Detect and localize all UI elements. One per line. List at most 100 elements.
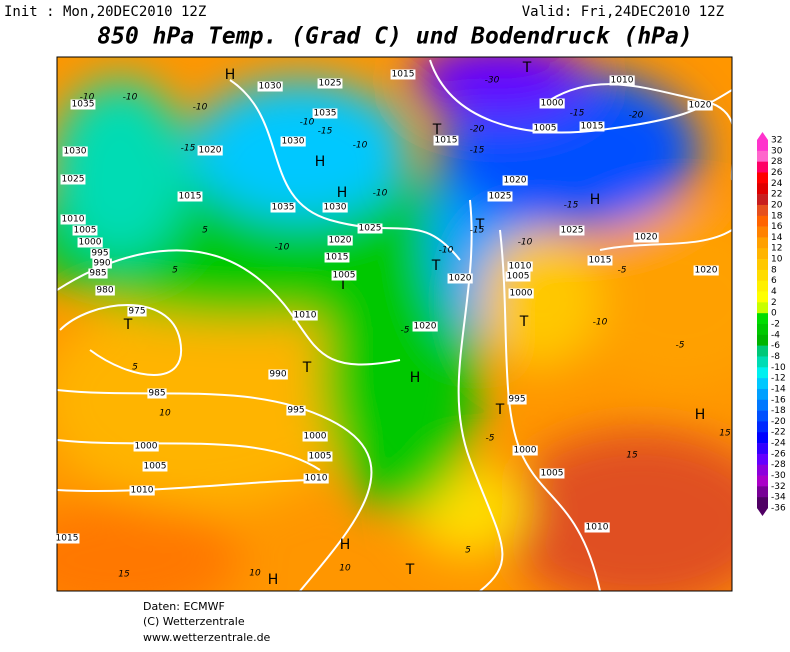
isobar-label: 980 bbox=[96, 286, 113, 296]
isobar-label: 995 bbox=[508, 395, 525, 405]
pressure-center: T bbox=[338, 277, 348, 293]
isobar-label: 1025 bbox=[359, 224, 382, 234]
temperature-label: -15 bbox=[470, 226, 485, 236]
colorbar-label: -10 bbox=[771, 363, 786, 373]
colorbar-label: -28 bbox=[771, 460, 786, 470]
colorbar-label: -18 bbox=[771, 406, 786, 416]
isobar-label: 990 bbox=[269, 370, 286, 380]
temperature-label: -5 bbox=[676, 341, 685, 351]
colorbar-label: -32 bbox=[771, 482, 786, 492]
colorbar-label: -20 bbox=[771, 417, 786, 427]
temperature-label: 10 bbox=[249, 569, 261, 579]
isobar-label: 1010 bbox=[131, 486, 154, 496]
isobar-label-box bbox=[312, 108, 338, 119]
colorbar: 32302826242220181614121086420-2-4-6-8-10… bbox=[757, 132, 786, 516]
colorbar-band bbox=[757, 269, 768, 282]
colorbar-band bbox=[757, 378, 768, 390]
isobar-label-box bbox=[90, 248, 110, 259]
pressure-center: H bbox=[695, 407, 706, 423]
isobar-label: 1020 bbox=[689, 101, 712, 111]
colorbar-band bbox=[757, 453, 768, 466]
map-labels: HHHHHHHHTTTTTTTTTT1035103010251020101510… bbox=[54, 60, 731, 588]
temperature-label: -10 bbox=[275, 243, 290, 253]
colorbar-band bbox=[757, 324, 768, 336]
isobar-label-box bbox=[502, 175, 528, 186]
colorbar-band bbox=[757, 497, 768, 509]
pressure-center: H bbox=[337, 185, 348, 201]
colorbar-band bbox=[757, 302, 768, 314]
temperature-label: 5 bbox=[132, 363, 138, 373]
isobar-label-box bbox=[579, 121, 605, 132]
colorbar-band bbox=[757, 248, 768, 260]
isobar-label: 995 bbox=[91, 249, 108, 259]
isobar-label-box bbox=[127, 306, 147, 317]
isobar-label-box bbox=[508, 288, 534, 299]
colorbar-band bbox=[757, 150, 768, 162]
isobar-label: 995 bbox=[287, 406, 304, 416]
colorbar-band bbox=[757, 259, 768, 271]
colorbar-band bbox=[757, 443, 768, 455]
temperature-label: -10 bbox=[353, 141, 368, 151]
isobar-label: 1030 bbox=[64, 147, 87, 157]
colorbar-label: 22 bbox=[771, 190, 782, 200]
isobar-label: 1035 bbox=[272, 203, 295, 213]
isobar-label-box bbox=[433, 135, 459, 146]
colorbar-label: 30 bbox=[771, 146, 783, 156]
isobar-label: 1000 bbox=[304, 432, 327, 442]
init-time: Init : Mon,20DEC2010 12Z bbox=[4, 4, 206, 20]
colorbar-label: 32 bbox=[771, 136, 782, 146]
colorbar-label: 24 bbox=[771, 179, 783, 189]
colorbar-tip bbox=[757, 132, 768, 140]
isobar-label: 1005 bbox=[74, 226, 97, 236]
isobar-label-box bbox=[72, 225, 98, 236]
isobar-label: 1025 bbox=[62, 175, 85, 185]
colorbar-band bbox=[757, 172, 768, 184]
temperature-label: -20 bbox=[470, 125, 485, 135]
isobar-label: 1000 bbox=[79, 238, 102, 248]
isobar-label: 990 bbox=[93, 259, 110, 269]
isobar-label: 1005 bbox=[541, 469, 564, 479]
isobar-label: 1000 bbox=[514, 446, 537, 456]
isobar-label: 1005 bbox=[144, 462, 167, 472]
isobar-label: 1020 bbox=[414, 322, 437, 332]
colorbar-label: 12 bbox=[771, 244, 782, 254]
isobar-label-box bbox=[197, 145, 223, 156]
footer-line: Daten: ECMWF bbox=[143, 600, 225, 613]
isobar-label-box bbox=[147, 388, 167, 399]
isobar-label-box bbox=[302, 431, 328, 442]
temperature-label: -15 bbox=[470, 146, 485, 156]
pressure-center: T bbox=[475, 217, 485, 233]
colorbar-label: -6 bbox=[771, 341, 780, 351]
temperature-label: -5 bbox=[618, 266, 627, 276]
isobar-label: 1010 bbox=[611, 76, 634, 86]
isobar-label: 1030 bbox=[282, 137, 305, 147]
isobar-label: 1030 bbox=[324, 203, 347, 213]
colorbar-band bbox=[757, 161, 768, 173]
temperature-label: 5 bbox=[465, 546, 471, 556]
pressure-center: T bbox=[123, 317, 133, 333]
isobar-label: 1035 bbox=[314, 109, 337, 119]
colorbar-label: 26 bbox=[771, 168, 783, 178]
colorbar-band bbox=[757, 432, 768, 444]
isobar-label: 1010 bbox=[62, 215, 85, 225]
temperature-label: -10 bbox=[123, 93, 138, 103]
colorbar-band bbox=[757, 204, 768, 217]
pressure-center: H bbox=[225, 67, 236, 83]
isobar-label-box bbox=[54, 533, 80, 544]
colorbar-label: 8 bbox=[771, 265, 777, 275]
colorbar-label: -16 bbox=[771, 395, 786, 405]
colorbar-label: 28 bbox=[771, 157, 783, 167]
isobar-label-box bbox=[177, 191, 203, 202]
isobar-label-box bbox=[532, 123, 558, 134]
isobar-label-box bbox=[357, 223, 383, 234]
colorbar-label: -4 bbox=[771, 330, 780, 340]
pressure-center: T bbox=[431, 258, 441, 274]
isobar-label-box bbox=[92, 258, 112, 269]
isobar-label: 1015 bbox=[326, 253, 349, 263]
isobar-label-box bbox=[412, 321, 438, 332]
isobar-label: 1020 bbox=[329, 236, 352, 246]
isobar-label: 1015 bbox=[589, 256, 612, 266]
temperature-label: -15 bbox=[181, 144, 196, 154]
isobar-label-box bbox=[609, 75, 635, 86]
